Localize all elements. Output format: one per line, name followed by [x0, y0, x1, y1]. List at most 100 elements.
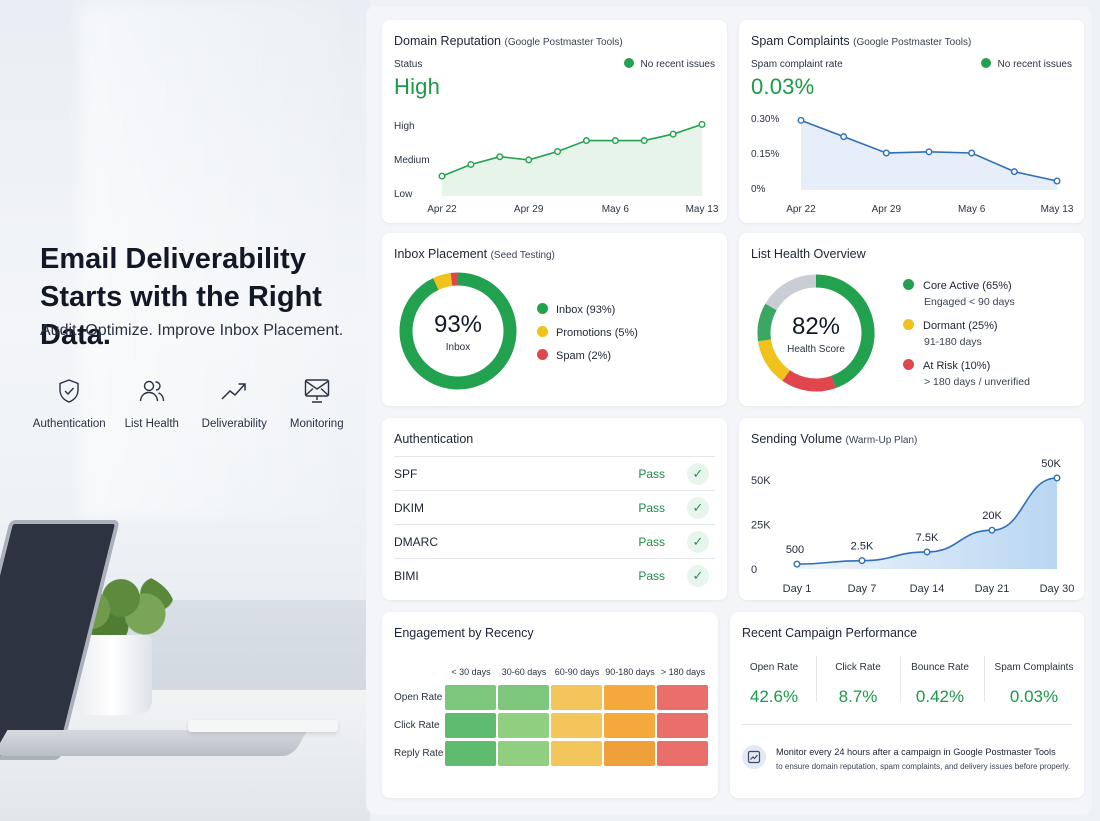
data-label: 2.5K — [851, 541, 874, 553]
metric-value: 0.03% — [1009, 687, 1059, 706]
section-divider — [742, 724, 1072, 725]
card-title: Inbox Placement (Seed Testing) — [394, 247, 555, 261]
x-tick-label: Apr 22 — [427, 204, 457, 215]
inbox-donut-chart — [399, 272, 517, 390]
x-tick-label: Day 1 — [783, 583, 812, 595]
sending-volume-chart: 50K 25K 0 500 Day 1 2.5K Day 7 7.5K Day 14 20K Day… — [751, 458, 1075, 595]
spam-complaints-source: (Google Postmaster Tools) — [853, 37, 972, 48]
donut-slice — [815, 274, 875, 388]
check-icon: ✓ — [687, 531, 709, 553]
chart-note-icon — [742, 745, 766, 769]
legend-item: Dormant (25%) 91-180 days — [903, 319, 998, 348]
check-icon: ✓ — [687, 565, 709, 587]
rate-label: Spam complaint rate — [751, 59, 843, 70]
data-point — [1053, 474, 1061, 482]
status-indicator: No recent issues — [623, 58, 715, 70]
check-icon: ✓ — [687, 463, 709, 485]
auth-row-spf: SPF Pass ✓ — [394, 456, 715, 490]
data-point — [554, 148, 562, 156]
donut-slice — [782, 370, 837, 392]
hero-title: Email Deliverability Starts with the Rig… — [40, 240, 370, 354]
y-tick-label: 0 — [751, 564, 757, 576]
users-icon — [139, 380, 164, 402]
x-tick-label: Day 30 — [1040, 583, 1075, 595]
recent-campaign-title: Recent Campaign Performance — [742, 626, 918, 640]
spam-complaints-chart: 0.30% 0.15% 0% Apr 22 Apr 29 May 6 May 13 — [751, 114, 1074, 215]
legend-item: At Risk (10%) > 180 days / unverified — [903, 359, 1030, 388]
auth-row-bimi: BIMI Pass ✓ — [394, 558, 715, 592]
series-area — [797, 478, 1057, 569]
donut-slice — [399, 272, 517, 390]
x-tick-label: Apr 29 — [514, 204, 544, 215]
status-value: High — [394, 74, 441, 99]
heatmap-cell — [551, 685, 602, 710]
metric-label: Bounce Rate — [911, 662, 969, 673]
data-point — [988, 526, 996, 534]
legend-label: Promotions (5%) — [556, 327, 638, 339]
data-point — [698, 120, 706, 128]
data-point — [525, 156, 533, 164]
donut-center-label: Health Score — [787, 344, 845, 355]
metric-label: Click Rate — [835, 662, 881, 673]
heatmap-cell — [445, 713, 496, 738]
heatmap-column-label: 90-180 days — [605, 667, 655, 677]
metric-click-rate: Click Rate 8.7% — [818, 662, 898, 707]
series-area — [442, 124, 702, 196]
donut-center-value: 93% — [433, 311, 483, 338]
data-point — [582, 137, 590, 145]
donut-slice — [758, 339, 791, 381]
status-indicator: No recent issues — [980, 58, 1072, 70]
y-tick-label: 0.15% — [751, 149, 779, 160]
window-light — [80, 0, 340, 520]
auth-name: SPF — [394, 467, 418, 481]
y-tick-label: 50K — [751, 475, 771, 487]
metric-value: 0.42% — [915, 687, 965, 706]
legend-label: Inbox (93%) — [556, 304, 616, 316]
auth-name: BIMI — [394, 569, 419, 583]
metric-spam-complaints: Spam Complaints 0.03% — [988, 662, 1080, 707]
data-point — [1053, 177, 1061, 185]
heatmap-cell — [498, 713, 549, 738]
metric-open-rate: Open Rate 42.6% — [734, 662, 814, 707]
legend-dot — [903, 279, 914, 290]
legend-dot — [537, 303, 548, 314]
donut-center-value: 82% — [791, 313, 841, 340]
card-title: Sending Volume (Warm-Up Plan) — [751, 432, 917, 446]
x-tick-label: May 6 — [958, 204, 986, 215]
sending-volume-subtitle: (Warm-Up Plan) — [845, 435, 918, 446]
feature-list-health: List Health — [111, 376, 194, 430]
dashboard-panel: Domain Reputation (Google Postmaster Too… — [366, 6, 1092, 814]
heatmap-column-label: 60-90 days — [554, 667, 600, 677]
card-title: Domain Reputation (Google Postmaster Too… — [394, 34, 623, 48]
auth-status: Pass — [638, 569, 665, 583]
check-icon: ✓ — [687, 497, 709, 519]
donut-center-label: Inbox — [445, 342, 471, 353]
sending-volume-card: Sending Volume (Warm-Up Plan) 50K 25K 0 500… — [739, 418, 1084, 600]
donut-slice — [433, 272, 453, 290]
domain-reputation-title: Domain Reputation — [394, 34, 502, 48]
heatmap-cell — [498, 741, 549, 766]
data-point — [611, 137, 619, 145]
metric-divider — [984, 656, 985, 702]
data-point — [968, 149, 976, 157]
status-dot — [623, 58, 634, 68]
metric-value: 42.6% — [749, 687, 799, 706]
authentication-card: Authentication SPF Pass ✓ DKIM Pass ✓ DMARC P… — [382, 418, 727, 600]
heatmap-column-label: 30-60 days — [501, 667, 547, 677]
legend-dot — [537, 349, 548, 360]
heatmap-column-label: > 180 days — [660, 667, 706, 677]
inbox-placement-card: Inbox Placement (Seed Testing) 93% Inbox… — [382, 233, 727, 406]
legend-sublabel: 91-180 days — [924, 336, 982, 348]
heatmap-cell — [604, 741, 655, 766]
status-dot — [980, 58, 991, 68]
data-point — [793, 560, 801, 568]
auth-status: Pass — [638, 467, 665, 481]
legend-dot — [903, 359, 914, 370]
legend-item: Inbox (93%) — [537, 303, 615, 316]
data-point — [640, 137, 648, 145]
heatmap-cell — [551, 741, 602, 766]
legend-label: Spam (2%) — [556, 350, 612, 362]
heatmap-row-label: Click Rate — [394, 720, 440, 731]
note-body: to ensure domain reputation, spam compla… — [776, 762, 1071, 771]
data-point — [797, 116, 805, 124]
